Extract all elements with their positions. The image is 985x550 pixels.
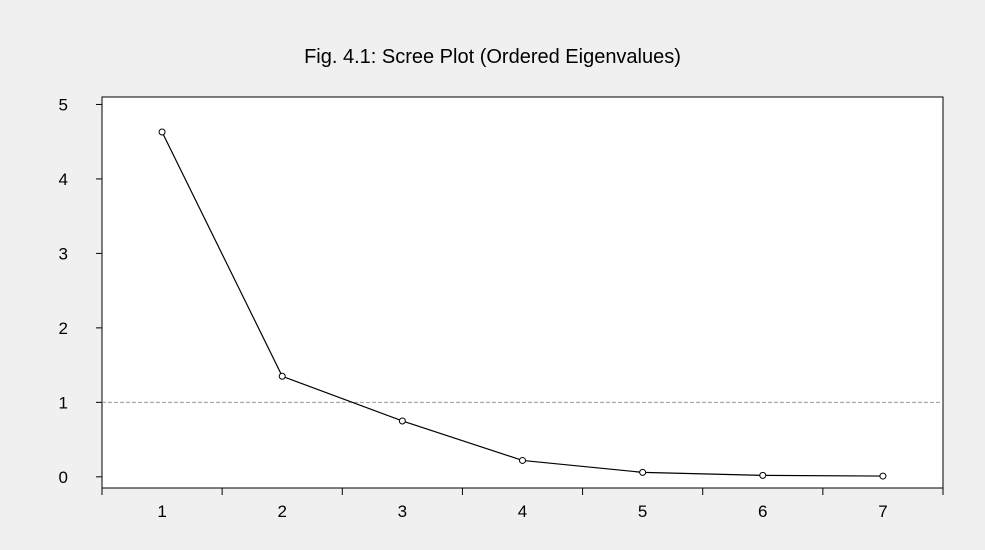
data-point: [759, 471, 767, 479]
x-tick-label: 3: [398, 502, 407, 521]
plot-area: [101, 96, 944, 489]
x-axis: 1 2 3 4 5 6 7: [101, 488, 944, 521]
x-tick-label: 7: [878, 502, 887, 521]
x-tick-label: 5: [638, 502, 647, 521]
data-point: [519, 456, 526, 464]
x-tick-label: 4: [518, 502, 527, 521]
y-tick-label: 2: [59, 319, 68, 338]
x-tick-label: 6: [758, 502, 767, 521]
y-tick-label: 1: [59, 393, 68, 412]
data-point: [879, 472, 887, 480]
x-tick-label: 1: [157, 502, 166, 521]
series-layer: [158, 128, 887, 480]
x-tick-label: 2: [277, 502, 286, 521]
y-tick-label: 3: [59, 244, 68, 263]
data-point: [398, 417, 406, 425]
y-axis: 0 1 2 3 4 5: [59, 95, 102, 487]
y-tick-label: 0: [59, 468, 68, 487]
data-point: [158, 128, 166, 136]
y-tick-label: 5: [59, 95, 68, 114]
data-point: [639, 468, 647, 476]
y-tick-label: 4: [59, 170, 68, 189]
chart-title: Fig. 4.1: Scree Plot (Ordered Eigenvalue…: [304, 46, 681, 68]
data-point: [278, 372, 286, 380]
